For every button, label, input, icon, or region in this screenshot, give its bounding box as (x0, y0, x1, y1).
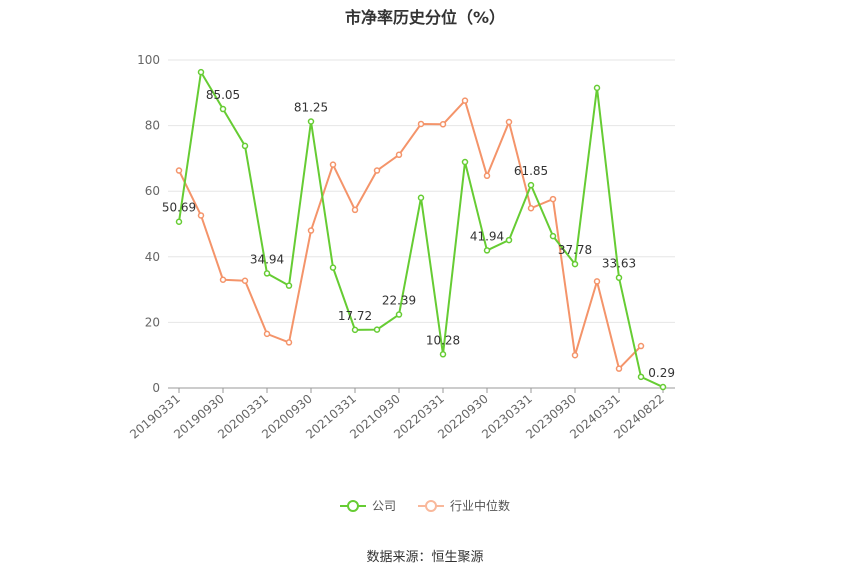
data-point-company (351, 326, 359, 334)
legend-item-industry[interactable]: 行业中位数 (418, 497, 510, 514)
data-point-industry (615, 365, 623, 372)
data-point-company (175, 218, 183, 225)
data-point-company (549, 232, 557, 240)
data-point-company (505, 236, 513, 244)
data-point-company (439, 351, 447, 358)
data-label: 22.39 (382, 294, 416, 308)
data-point-industry (549, 195, 557, 203)
data-point-industry (637, 342, 645, 350)
data-point-company (483, 247, 491, 254)
y-tick-label: 100 (137, 53, 160, 67)
data-point-industry (263, 330, 271, 338)
data-point-industry (439, 121, 447, 128)
data-point-company (637, 373, 645, 381)
y-tick-label: 40 (145, 250, 160, 264)
y-tick-label: 0 (152, 381, 160, 395)
data-point-company (285, 282, 293, 289)
data-point-company (417, 194, 425, 202)
data-label: 37.78 (558, 243, 592, 257)
data-point-industry (307, 227, 315, 234)
data-point-company (395, 311, 403, 318)
data-label: 17.72 (338, 309, 372, 323)
legend-label-company: 公司 (371, 499, 396, 513)
data-point-company (571, 260, 579, 268)
y-tick-label: 80 (145, 119, 160, 133)
data-point-industry (241, 277, 249, 284)
chart-title: 市净率历史分位（%） (344, 8, 506, 27)
legend: 公司 行业中位数 (0, 497, 850, 514)
data-point-company (197, 68, 205, 76)
data-label: 50.69 (162, 201, 196, 215)
data-point-industry (461, 97, 469, 104)
data-point-company (307, 118, 315, 125)
data-point-company (593, 84, 601, 92)
legend-marker-company (339, 499, 366, 512)
data-point-industry (329, 161, 337, 168)
data-label: 85.05 (206, 88, 240, 102)
data-point-industry (219, 276, 227, 284)
data-point-industry (571, 351, 579, 359)
data-label: 41.94 (470, 229, 504, 243)
legend-marker-industry (418, 499, 444, 512)
data-point-company (329, 264, 337, 271)
data-point-industry (593, 278, 601, 285)
series-line-industry (178, 99, 642, 370)
data-point-company (527, 181, 535, 189)
data-point-company (615, 274, 623, 281)
data-source: 数据来源：恒生聚源 (366, 550, 484, 565)
data-point-company (241, 142, 249, 150)
legend-item-company[interactable]: 公司 (339, 497, 396, 514)
data-point-company (219, 105, 227, 113)
data-point-industry (483, 172, 491, 180)
data-point-industry (373, 167, 381, 174)
data-point-company (659, 383, 667, 391)
data-point-company (461, 158, 469, 166)
data-label: 61.85 (514, 164, 548, 178)
data-label: 0.29 (648, 366, 675, 380)
data-point-industry (197, 212, 205, 219)
data-point-industry (505, 118, 513, 126)
data-point-company (373, 326, 381, 333)
y-tick-label: 60 (145, 184, 160, 198)
data-point-industry (351, 206, 359, 214)
series-line-company (178, 71, 664, 388)
line-chart: 0204060801002019033120190930202003312020… (127, 53, 675, 442)
data-label: 33.63 (602, 257, 636, 271)
y-tick-label: 20 (145, 315, 160, 329)
data-point-industry (395, 151, 403, 159)
legend-label-industry: 行业中位数 (450, 499, 511, 513)
data-label: 81.25 (294, 101, 328, 115)
data-point-industry (527, 205, 535, 212)
data-point-industry (285, 339, 293, 346)
data-label: 10.28 (426, 333, 460, 347)
data-point-industry (417, 120, 425, 128)
data-point-industry (175, 167, 183, 174)
data-label: 34.94 (250, 252, 284, 266)
data-point-company (263, 270, 271, 277)
